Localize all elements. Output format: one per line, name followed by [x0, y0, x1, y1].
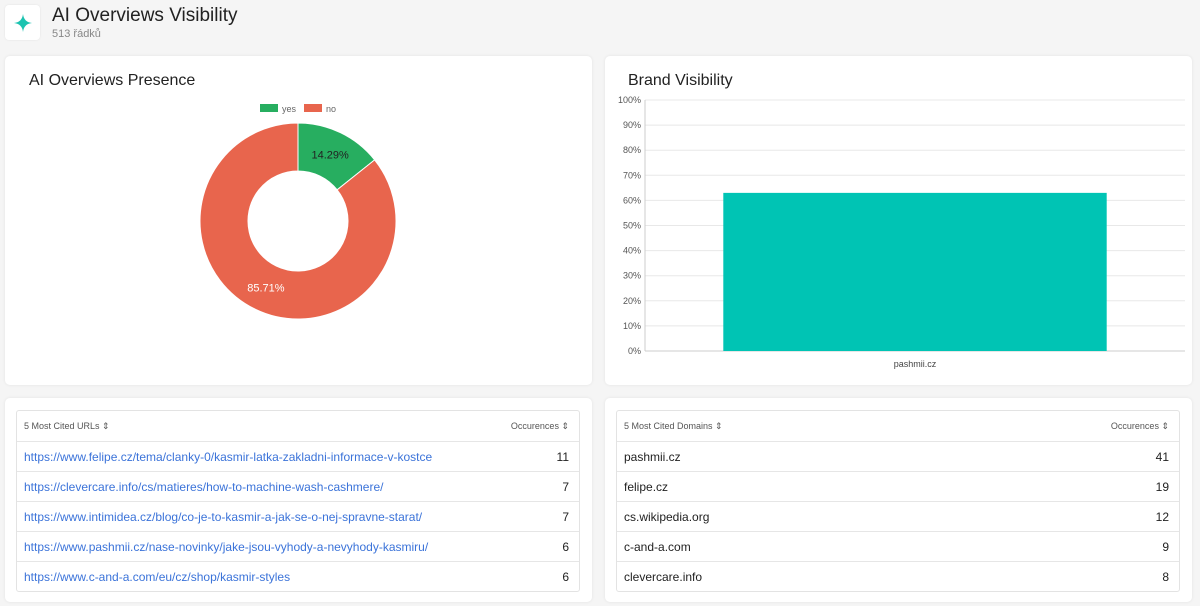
occurence-count: 7	[562, 509, 569, 524]
table-row: cs.wikipedia.org 12	[617, 501, 1179, 531]
y-tick-label: 60%	[623, 195, 641, 205]
legend-label-yes: yes	[282, 104, 297, 114]
y-tick-label: 90%	[623, 120, 641, 130]
domains-table: 5 Most Cited Domains ⇕ Occurences ⇕ pash…	[616, 410, 1180, 592]
y-tick-label: 100%	[618, 95, 641, 105]
y-tick-label: 70%	[623, 170, 641, 180]
occurence-count: 41	[1155, 449, 1169, 464]
y-tick-label: 10%	[623, 321, 641, 331]
urls-table: 5 Most Cited URLs ⇕ Occurences ⇕ https:/…	[16, 410, 580, 592]
table-header: 5 Most Cited Domains ⇕ Occurences ⇕	[617, 411, 1179, 441]
url-link[interactable]: https://www.c-and-a.com/eu/cz/shop/kasmi…	[24, 569, 291, 584]
legend-label-no: no	[326, 104, 336, 114]
domain-name: c-and-a.com	[624, 539, 691, 554]
legend-swatch-yes	[260, 104, 278, 112]
occurence-count: 7	[562, 479, 569, 494]
slice-label-yes: 14.29%	[311, 149, 349, 161]
col-urls-header[interactable]: 5 Most Cited URLs ⇕	[24, 420, 110, 431]
y-tick-label: 20%	[623, 296, 641, 306]
col-occurences-header[interactable]: Occurences ⇕	[1110, 420, 1169, 431]
table-row: https://clevercare.info/cs/matieres/how-…	[17, 471, 579, 501]
sparkle-icon	[5, 5, 40, 40]
domain-name: pashmii.cz	[624, 449, 681, 464]
table-row: https://www.pashmii.cz/nase-novinky/jake…	[17, 531, 579, 561]
occurence-count: 11	[556, 449, 569, 464]
occurence-count: 19	[1155, 479, 1169, 494]
col-domains-header[interactable]: 5 Most Cited Domains ⇕	[624, 420, 723, 431]
url-link[interactable]: https://www.pashmii.cz/nase-novinky/jake…	[24, 539, 429, 554]
url-link[interactable]: https://www.intimidea.cz/blog/co-je-to-k…	[24, 509, 423, 524]
brand-title: Brand Visibility	[628, 72, 733, 89]
x-tick-label: pashmii.cz	[894, 359, 937, 369]
table-row: c-and-a.com 9	[617, 531, 1179, 561]
occurence-count: 6	[562, 539, 569, 554]
y-tick-label: 50%	[623, 221, 641, 231]
domain-name: cs.wikipedia.org	[624, 509, 710, 524]
y-tick-label: 40%	[623, 246, 641, 256]
domain-name: felipe.cz	[624, 479, 669, 494]
url-link[interactable]: https://clevercare.info/cs/matieres/how-…	[24, 479, 384, 494]
y-tick-label: 0%	[628, 346, 641, 356]
slice-label-no: 85.71%	[247, 283, 285, 295]
presence-card: AI Overviews Presence yes no 14.29% 85.71%	[5, 56, 592, 385]
brand-bar-chart: 0% 10% 20% 30% 40% 50% 60% 70% 80% 90% 100% pashmii…	[618, 95, 1185, 369]
table-row: https://www.intimidea.cz/blog/co-je-to-k…	[17, 501, 579, 531]
presence-donut-chart: yes no 14.29% 85.71%	[199, 104, 397, 320]
y-tick-label: 30%	[623, 271, 641, 281]
row-count: 513 řádků	[52, 28, 101, 40]
donut-slice-no[interactable]	[199, 122, 397, 320]
page-title: AI Overviews Visibility	[52, 5, 238, 26]
occurence-count: 12	[1155, 509, 1169, 524]
table-row: https://www.felipe.cz/tema/clanky-0/kasm…	[17, 441, 579, 471]
table-row: pashmii.cz 41	[617, 441, 1179, 471]
occurence-count: 6	[562, 569, 569, 584]
domain-name: clevercare.info	[624, 569, 703, 584]
occurence-count: 9	[1162, 539, 1169, 554]
table-row: felipe.cz 19	[617, 471, 1179, 501]
table-row: https://www.c-and-a.com/eu/cz/shop/kasmi…	[17, 561, 579, 591]
col-occurences-header[interactable]: Occurences ⇕	[510, 420, 569, 431]
legend-swatch-no	[304, 104, 322, 112]
table-header: 5 Most Cited URLs ⇕ Occurences ⇕	[17, 411, 579, 441]
bar-pashmii.cz[interactable]	[723, 192, 1107, 351]
occurence-count: 8	[1162, 569, 1169, 584]
table-row: clevercare.info 8	[617, 561, 1179, 591]
presence-title: AI Overviews Presence	[29, 72, 196, 89]
brand-card: Brand Visibility 0% 10% 20% 30% 40% 50% 60% 70%…	[605, 56, 1192, 385]
urls-card: 5 Most Cited URLs ⇕ Occurences ⇕ https:/…	[5, 398, 592, 602]
domains-card: 5 Most Cited Domains ⇕ Occurences ⇕ pash…	[605, 398, 1192, 602]
y-tick-label: 80%	[623, 145, 641, 155]
url-link[interactable]: https://www.felipe.cz/tema/clanky-0/kasm…	[24, 449, 433, 464]
